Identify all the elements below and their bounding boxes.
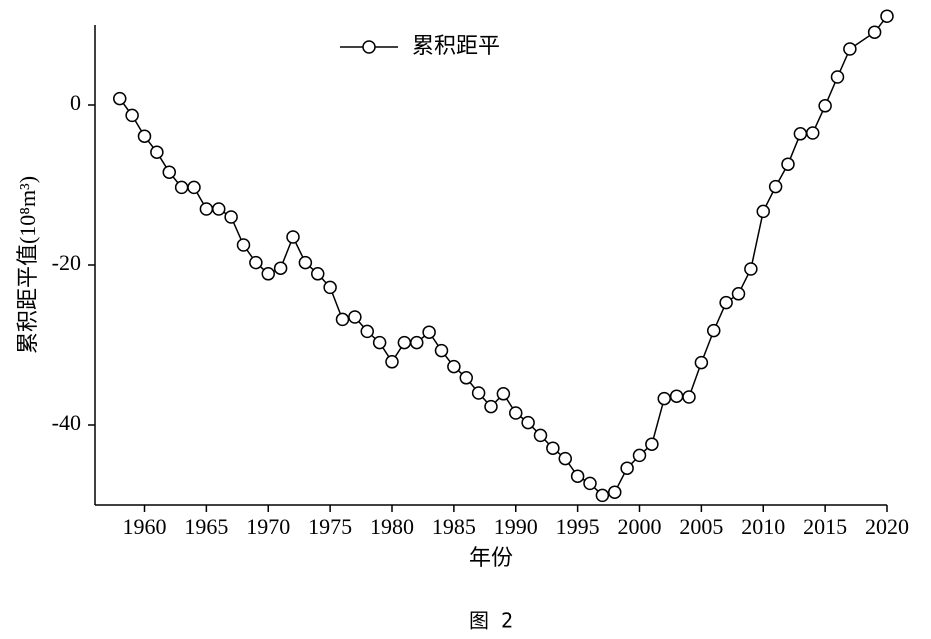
data-point [731, 287, 746, 301]
y-tick-label: -40 [52, 410, 81, 435]
data-point [236, 238, 251, 252]
data-point [632, 448, 647, 463]
caption: 图 2 [469, 609, 513, 633]
y-tick-label: -20 [52, 250, 81, 275]
data-point [249, 255, 263, 270]
data-point [286, 230, 300, 244]
data-point [125, 108, 139, 123]
legend-label: 累积距平 [412, 34, 500, 59]
data-point [137, 129, 152, 143]
data-point [335, 312, 350, 327]
data-point [447, 359, 461, 374]
data-point [620, 461, 634, 475]
legend-marker [362, 40, 376, 54]
data-point [509, 406, 523, 420]
data-point [410, 335, 424, 350]
x-tick-label: 2000 [618, 514, 662, 539]
x-tick-label: 1990 [494, 514, 538, 539]
x-tick-label: 1970 [246, 514, 290, 539]
data-point [311, 267, 325, 281]
data-point [199, 202, 214, 216]
data-point [224, 210, 238, 224]
data-point [781, 157, 795, 171]
data-point [570, 469, 585, 483]
data-point [385, 355, 399, 369]
data-point [595, 488, 610, 503]
data-point [608, 485, 622, 499]
data-point [484, 399, 498, 414]
data-point [187, 180, 201, 195]
data-point [880, 9, 894, 23]
data-point [434, 343, 449, 358]
data-point [273, 261, 288, 275]
data-point [806, 126, 820, 140]
x-tick-label: 2020 [865, 514, 909, 539]
data-point [113, 91, 127, 106]
data-point [830, 70, 845, 84]
data-line [119, 15, 888, 497]
x-axis-label: 年份 [469, 545, 513, 570]
data-point [174, 180, 189, 195]
data-point [261, 267, 275, 281]
x-tick-label: 2015 [803, 514, 847, 539]
data-point [707, 323, 721, 338]
x-tick-label: 1965 [184, 514, 228, 539]
data-point [496, 387, 511, 401]
data-point [372, 335, 387, 350]
x-tick-label: 2010 [741, 514, 785, 539]
data-point [323, 280, 337, 295]
x-tick-label: 1995 [556, 514, 600, 539]
y-tick-label: 0 [70, 90, 81, 115]
data-point [422, 325, 436, 339]
data-point [793, 127, 808, 141]
data-point [694, 355, 709, 370]
data-point [768, 179, 783, 194]
data-point [397, 335, 412, 350]
data-point [657, 391, 671, 406]
x-tick-label: 2005 [679, 514, 723, 539]
x-tick-label: 1960 [123, 514, 167, 539]
data-point [669, 389, 684, 403]
data-point [744, 262, 758, 276]
data-point [583, 476, 597, 491]
data-point [682, 390, 696, 404]
data-point [521, 415, 535, 430]
data-point [645, 437, 659, 451]
x-tick-label: 1975 [308, 514, 352, 539]
data-point [533, 428, 548, 443]
data-point [719, 295, 733, 310]
data-point [843, 42, 857, 56]
data-point [558, 451, 572, 466]
data-point [360, 324, 374, 339]
data-point [212, 202, 226, 216]
data-point [150, 145, 164, 159]
data-point [162, 165, 176, 179]
y-axis-label: 累积距平值(10⁸m³) [15, 176, 40, 354]
x-tick-label: 1980 [370, 514, 414, 539]
x-tick-label: 1985 [432, 514, 476, 539]
data-point [546, 441, 560, 455]
data-point [756, 204, 770, 219]
data-point [298, 255, 313, 270]
data-point [818, 99, 832, 113]
data-point [348, 310, 362, 324]
data-point [867, 25, 882, 39]
data-point [459, 371, 473, 385]
data-point [471, 386, 486, 400]
